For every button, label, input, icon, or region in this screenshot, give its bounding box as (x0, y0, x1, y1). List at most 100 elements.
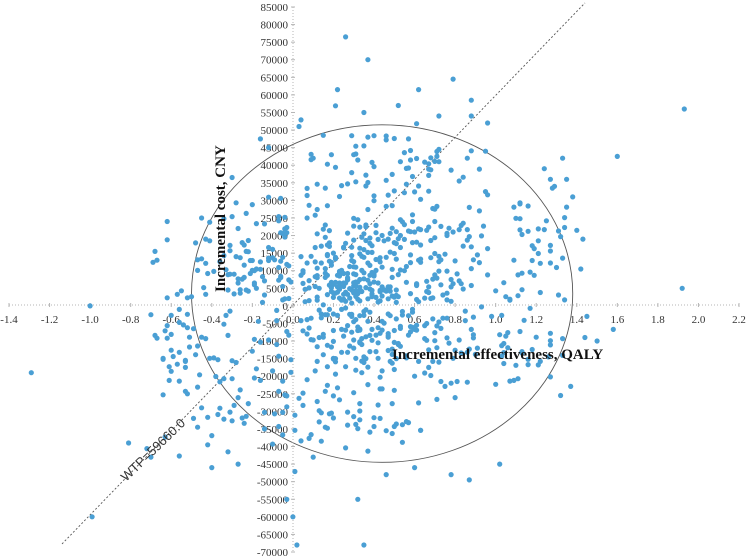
data-point (560, 255, 566, 261)
data-point (365, 57, 371, 63)
data-point (280, 409, 286, 415)
data-point (288, 369, 294, 375)
data-point (257, 339, 263, 345)
data-point (395, 294, 401, 300)
data-point (357, 224, 363, 230)
x-tick-label: 2.2 (732, 314, 746, 326)
data-point (412, 229, 418, 235)
data-point (361, 359, 367, 366)
data-point (466, 204, 472, 210)
data-point (460, 174, 466, 180)
y-tick-label: 35000 (261, 178, 289, 190)
data-point (444, 297, 450, 303)
data-point (304, 215, 310, 221)
data-point (478, 233, 485, 239)
data-point (389, 274, 395, 280)
data-point (160, 355, 166, 361)
data-point (468, 113, 474, 119)
data-point (529, 257, 535, 264)
data-point (363, 285, 369, 291)
data-point (176, 453, 182, 459)
y-tick-label: -40000 (257, 442, 289, 454)
y-tick-label: -5000 (262, 318, 288, 330)
data-point (446, 340, 452, 346)
data-point (485, 272, 491, 278)
data-point (436, 319, 442, 325)
data-point (320, 302, 326, 308)
data-point (361, 312, 367, 318)
data-point (347, 286, 353, 292)
data-point (422, 370, 428, 376)
data-point (409, 240, 416, 246)
data-point (322, 222, 328, 228)
data-point (361, 542, 367, 548)
y-tick-label: 30000 (261, 195, 289, 207)
data-point (266, 194, 272, 200)
data-point (286, 295, 292, 302)
data-point (395, 272, 401, 278)
data-point (519, 270, 525, 276)
data-point (231, 271, 237, 277)
data-point (578, 266, 584, 272)
data-point (318, 260, 324, 266)
data-point (397, 267, 403, 273)
data-point (367, 332, 373, 338)
data-point (426, 364, 432, 370)
data-point (249, 348, 255, 354)
y-tick-label: -10000 (257, 336, 289, 348)
data-point (324, 203, 330, 209)
data-point (339, 326, 345, 332)
data-point (328, 285, 334, 291)
data-point (444, 232, 450, 239)
data-point (223, 267, 229, 273)
data-point (385, 236, 391, 242)
data-point (681, 106, 687, 112)
data-point (391, 188, 397, 194)
data-point (401, 190, 407, 196)
data-point (432, 272, 438, 278)
data-point (507, 378, 513, 384)
data-point (225, 449, 231, 455)
data-point (339, 183, 345, 189)
data-point (306, 278, 312, 284)
data-point (164, 295, 170, 301)
data-point (485, 120, 491, 126)
data-point (407, 252, 414, 258)
data-point (373, 349, 379, 355)
data-point (560, 336, 566, 342)
data-point (470, 314, 476, 320)
data-point (430, 276, 436, 282)
data-point (507, 297, 513, 303)
data-point (499, 312, 505, 318)
data-point (377, 415, 383, 421)
data-point (440, 292, 446, 298)
data-point (448, 380, 454, 386)
data-point (517, 227, 523, 233)
data-point (517, 328, 523, 335)
data-point (397, 159, 403, 165)
data-point (276, 353, 282, 359)
data-point (330, 311, 336, 317)
data-point (525, 356, 531, 362)
data-point (430, 358, 436, 364)
data-point (361, 276, 367, 282)
data-point (422, 336, 428, 342)
data-point (304, 317, 310, 323)
data-point (308, 337, 314, 343)
y-tick-label: 0 (283, 301, 289, 313)
data-point (357, 284, 363, 290)
data-point (353, 421, 359, 427)
data-point (527, 305, 533, 311)
x-tick-label: -1.0 (81, 314, 99, 326)
data-point (310, 454, 316, 460)
data-point (245, 288, 251, 294)
data-point (401, 268, 407, 274)
data-point (407, 157, 414, 163)
data-point (280, 378, 286, 384)
data-point (436, 268, 442, 274)
data-point (594, 338, 600, 344)
data-point (401, 150, 407, 156)
data-point (369, 337, 375, 343)
data-point (174, 361, 180, 367)
data-point (245, 401, 251, 407)
